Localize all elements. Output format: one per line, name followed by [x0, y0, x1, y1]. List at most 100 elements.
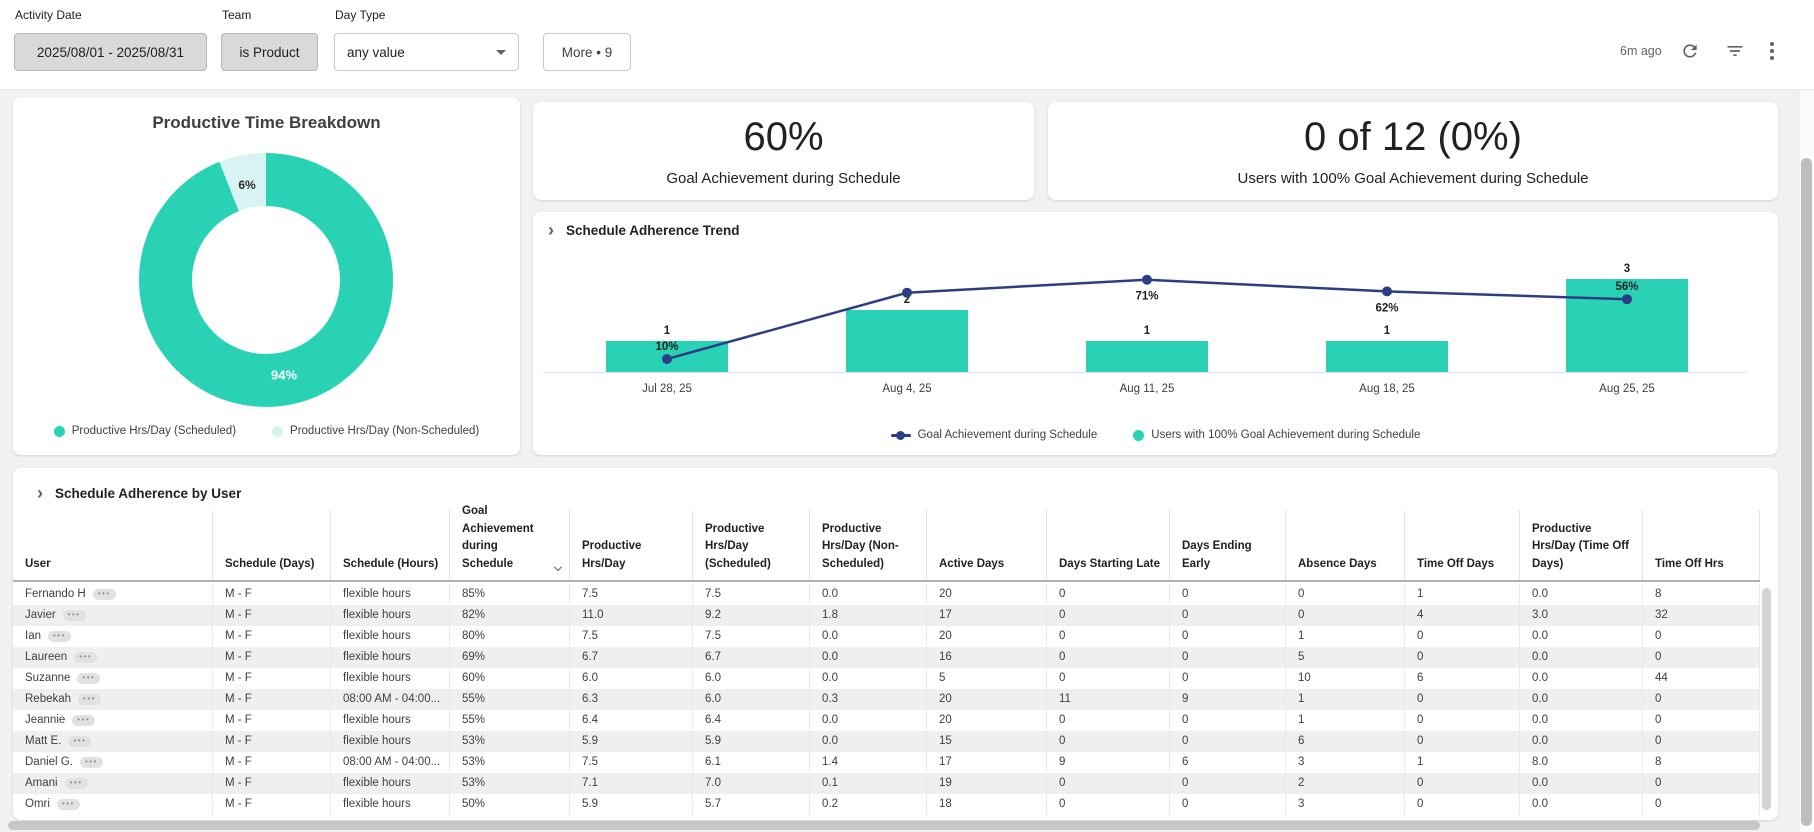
legend-item-non-scheduled[interactable]: Productive Hrs/Day (Non-Scheduled)	[272, 425, 479, 437]
bar-value-label: 1	[1384, 325, 1391, 337]
activity-date-filter-chip[interactable]: 2025/08/01 - 2025/08/31	[14, 33, 207, 71]
row-actions-icon[interactable]: •••	[48, 631, 71, 642]
table-cell: 0	[1047, 668, 1170, 689]
table-cell: M - F	[213, 710, 331, 731]
last-updated-text: 6m ago	[1620, 44, 1662, 58]
x-axis-label: Aug 25, 25	[1599, 383, 1655, 395]
table-cell: M - F	[213, 689, 331, 710]
column-header[interactable]: Days Starting Late	[1047, 510, 1170, 580]
column-header[interactable]: Time Off Days	[1405, 510, 1520, 580]
table-cell: 0	[1286, 584, 1405, 605]
expand-chevron-icon[interactable]: ›	[37, 483, 43, 503]
column-header[interactable]: Productive Hrs/Day (Time Off Days)	[1520, 510, 1643, 580]
day-type-select[interactable]: any value	[334, 33, 519, 71]
table-cell: 5	[1286, 647, 1405, 668]
column-header[interactable]: Days Ending Early	[1170, 510, 1286, 580]
table-row[interactable]: Daniel G. ••• M - F 08:00 AM - 04:00... 53% 7…	[13, 752, 1760, 773]
line-value-label: 62%	[1375, 302, 1398, 314]
x-axis-label: Aug 11, 25	[1120, 383, 1175, 395]
row-actions-icon[interactable]: •••	[72, 715, 96, 726]
table-cell: 0.0	[810, 626, 927, 647]
table-cell: 6.0	[693, 668, 810, 689]
team-label: Team	[222, 8, 252, 22]
page-horizontal-scrollbar[interactable]	[8, 821, 1760, 830]
expand-chevron-icon[interactable]: ›	[548, 220, 554, 240]
row-actions-icon[interactable]: •••	[77, 673, 101, 684]
table-cell: 1.8	[810, 605, 927, 626]
column-header[interactable]: Absence Days	[1286, 510, 1405, 580]
table-cell: flexible hours	[331, 584, 450, 605]
table-cell: 0	[1170, 626, 1286, 647]
trend-bar[interactable]	[1326, 341, 1448, 372]
donut-chart-title: Productive Time Breakdown	[152, 113, 381, 132]
user-name: Suzanne	[25, 672, 71, 684]
column-header[interactable]: User	[13, 510, 213, 580]
column-header[interactable]: Goal Achievement during Schedule	[450, 505, 570, 580]
kebab-menu-icon[interactable]	[1759, 38, 1785, 64]
table-cell: 0	[1643, 647, 1760, 668]
table-cell: 0	[1405, 626, 1520, 647]
table-cell: M - F	[213, 794, 331, 815]
row-actions-icon[interactable]: •••	[68, 736, 92, 747]
table-cell: 8	[1643, 584, 1760, 605]
row-actions-icon[interactable]: •••	[62, 610, 86, 621]
x-axis-label: Aug 4, 25	[882, 383, 931, 395]
trend-point[interactable]	[902, 287, 912, 298]
table-row[interactable]: Rebekah ••• M - F 08:00 AM - 04:00... 55% 6.3…	[13, 689, 1760, 710]
team-filter-chip[interactable]: is Product	[221, 33, 318, 71]
table-cell: 0	[1047, 794, 1170, 815]
column-header[interactable]: Productive Hrs/Day	[570, 510, 693, 580]
table-cell: M - F	[213, 605, 331, 626]
table-cell: 9	[1047, 752, 1170, 773]
table-cell: 20	[927, 626, 1047, 647]
page-vertical-scrollbar[interactable]	[1801, 158, 1812, 826]
row-actions-icon[interactable]: •••	[56, 799, 80, 810]
users-100pct-kpi-card: 0 of 12 (0%) Users with 100% Goal Achiev…	[1048, 102, 1778, 200]
table-vertical-scrollbar[interactable]	[1762, 588, 1771, 810]
trend-point[interactable]	[662, 354, 672, 364]
table-cell: M - F	[213, 752, 331, 773]
table-cell: 6.4	[570, 710, 693, 731]
column-header[interactable]: Productive Hrs/Day (Non-Scheduled)	[810, 510, 927, 580]
trend-bar[interactable]	[846, 310, 968, 372]
more-filters-button[interactable]: More • 9	[543, 33, 631, 71]
legend-item-goal-achievement[interactable]: Goal Achievement during Schedule	[890, 429, 1097, 441]
table-cell: 0	[1405, 731, 1520, 752]
column-header[interactable]: Productive Hrs/Day (Scheduled)	[693, 510, 810, 580]
row-actions-icon[interactable]: •••	[64, 778, 88, 789]
filter-list-icon[interactable]	[1722, 38, 1748, 64]
row-actions-icon[interactable]: •••	[78, 694, 101, 705]
table-cell: flexible hours	[331, 605, 450, 626]
table-cell: 08:00 AM - 04:00...	[331, 752, 450, 773]
column-header[interactable]: Schedule (Hours)	[331, 510, 450, 580]
table-cell: 0.0	[1520, 794, 1643, 815]
trend-point[interactable]	[1622, 294, 1632, 305]
column-header[interactable]: Time Off Hrs	[1643, 510, 1760, 580]
table-title: Schedule Adherence by User	[55, 485, 242, 501]
row-actions-icon[interactable]: •••	[79, 757, 103, 768]
legend-item-scheduled[interactable]: Productive Hrs/Day (Scheduled)	[53, 425, 236, 437]
row-actions-icon[interactable]: •••	[74, 652, 98, 663]
table-cell: 6.1	[693, 752, 810, 773]
donut-chart[interactable]: 94% 6%	[139, 153, 393, 407]
trend-point[interactable]	[1382, 286, 1392, 297]
legend-item-users-100pct[interactable]: Users with 100% Goal Achievement during …	[1133, 429, 1420, 441]
trend-point[interactable]	[1142, 274, 1152, 285]
refresh-icon[interactable]	[1677, 38, 1703, 64]
row-actions-icon[interactable]: •••	[92, 589, 116, 600]
column-header[interactable]: Active Days	[927, 510, 1047, 580]
table-cell: 53%	[450, 731, 570, 752]
column-header[interactable]: Schedule (Days)	[213, 510, 331, 580]
table-cell: 82%	[450, 605, 570, 626]
trend-bar[interactable]	[1086, 341, 1208, 372]
